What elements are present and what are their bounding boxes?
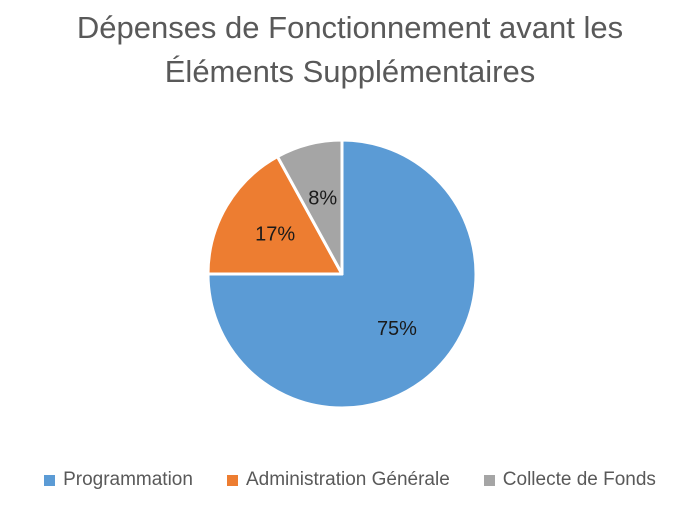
legend: Programmation Administration Générale Co… — [0, 466, 700, 494]
legend-item-administration-generale: Administration Générale — [226, 469, 450, 491]
legend-swatch-programmation — [44, 474, 56, 486]
data-label-programmation: 75% — [377, 318, 417, 340]
chart-title-line-2: Éléments Supplémentaires — [164, 54, 536, 89]
legend-item-programmation: Programmation — [44, 469, 193, 491]
legend-label-collecte-de-fonds: Collecte de Fonds — [502, 469, 656, 490]
data-label-collecte-de-fonds: 8% — [308, 188, 337, 210]
legend-label-programmation: Programmation — [63, 469, 193, 490]
legend-item-collecte-de-fonds: Collecte de Fonds — [483, 469, 656, 491]
chart-title-line-1: Dépenses de Fonctionnement avant les — [76, 10, 624, 45]
legend-swatch-administration-generale — [226, 474, 238, 486]
chart-title: Dépenses de Fonctionnement avant les Élé… — [0, 6, 700, 94]
legend-swatch-collecte-de-fonds — [483, 474, 495, 486]
data-label-administration-generale: 17% — [255, 223, 295, 245]
pie-slice-collecte-de-fonds — [275, 138, 344, 276]
pie-slice-administration-generale — [206, 155, 344, 276]
legend-label-administration-generale: Administration Générale — [245, 469, 450, 490]
